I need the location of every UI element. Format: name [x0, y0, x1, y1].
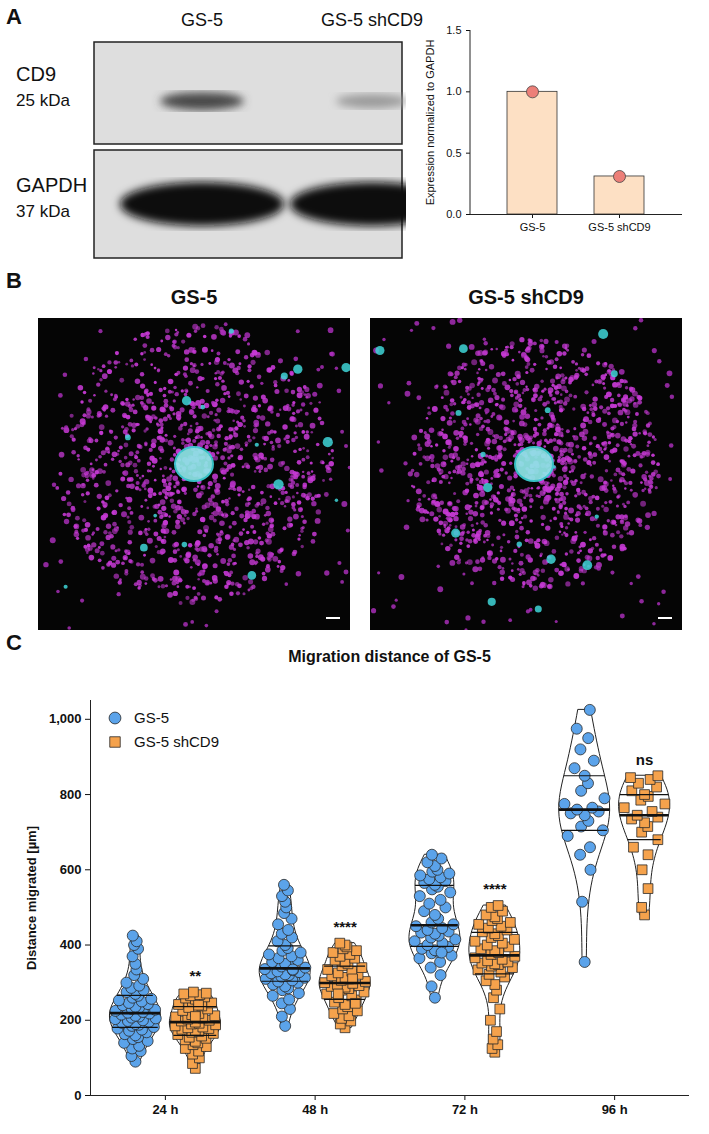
html-text:C: C: [6, 630, 22, 655]
svg-text:**: **: [189, 967, 201, 984]
svg-text:600: 600: [60, 862, 82, 877]
svg-text:ns: ns: [636, 751, 654, 768]
html-text:A: A: [6, 4, 22, 29]
svg-text:Expression normalized to GAPDH: Expression normalized to GAPDH: [424, 40, 436, 206]
svg-text:0.0: 0.0: [446, 208, 461, 220]
svg-text:1.0: 1.0: [446, 85, 461, 97]
svg-text:72 h: 72 h: [452, 1102, 478, 1117]
svg-text:200: 200: [60, 1012, 82, 1027]
svg-text:0.5: 0.5: [446, 147, 461, 159]
html-text:GS-5: GS-5: [134, 709, 169, 726]
svg-text:1.5: 1.5: [446, 24, 461, 36]
html-text:37 kDa: 37 kDa: [16, 202, 70, 221]
svg-text:GS-5: GS-5: [520, 221, 546, 233]
html-text:GS-5 shCD9: GS-5 shCD9: [468, 286, 584, 308]
html-text:CD9: CD9: [16, 63, 56, 85]
html-text:GS-5: GS-5: [181, 10, 223, 30]
html-text:GS-5 shCD9: GS-5 shCD9: [134, 733, 219, 750]
html-text:B: B: [6, 268, 22, 293]
html-text:GS-5 shCD9: GS-5 shCD9: [321, 10, 423, 30]
svg-text:GS-5 shCD9: GS-5 shCD9: [588, 221, 650, 233]
svg-text:48 h: 48 h: [302, 1102, 328, 1117]
svg-text:0: 0: [74, 1088, 81, 1103]
html-text:GS-5: GS-5: [170, 286, 218, 308]
html-text:Migration distance of GS-5: Migration distance of GS-5: [288, 648, 491, 665]
svg-text:1,000: 1,000: [49, 711, 82, 726]
html-text:25 kDa: 25 kDa: [16, 91, 70, 110]
html-text:GAPDH: GAPDH: [16, 174, 88, 196]
svg-text:Distance migrated [µm]: Distance migrated [µm]: [24, 826, 39, 970]
svg-text:24 h: 24 h: [152, 1102, 178, 1117]
svg-text:****: ****: [483, 880, 507, 897]
svg-text:400: 400: [60, 937, 82, 952]
svg-text:96 h: 96 h: [602, 1102, 628, 1117]
svg-text:800: 800: [60, 787, 82, 802]
svg-text:****: ****: [333, 918, 357, 935]
